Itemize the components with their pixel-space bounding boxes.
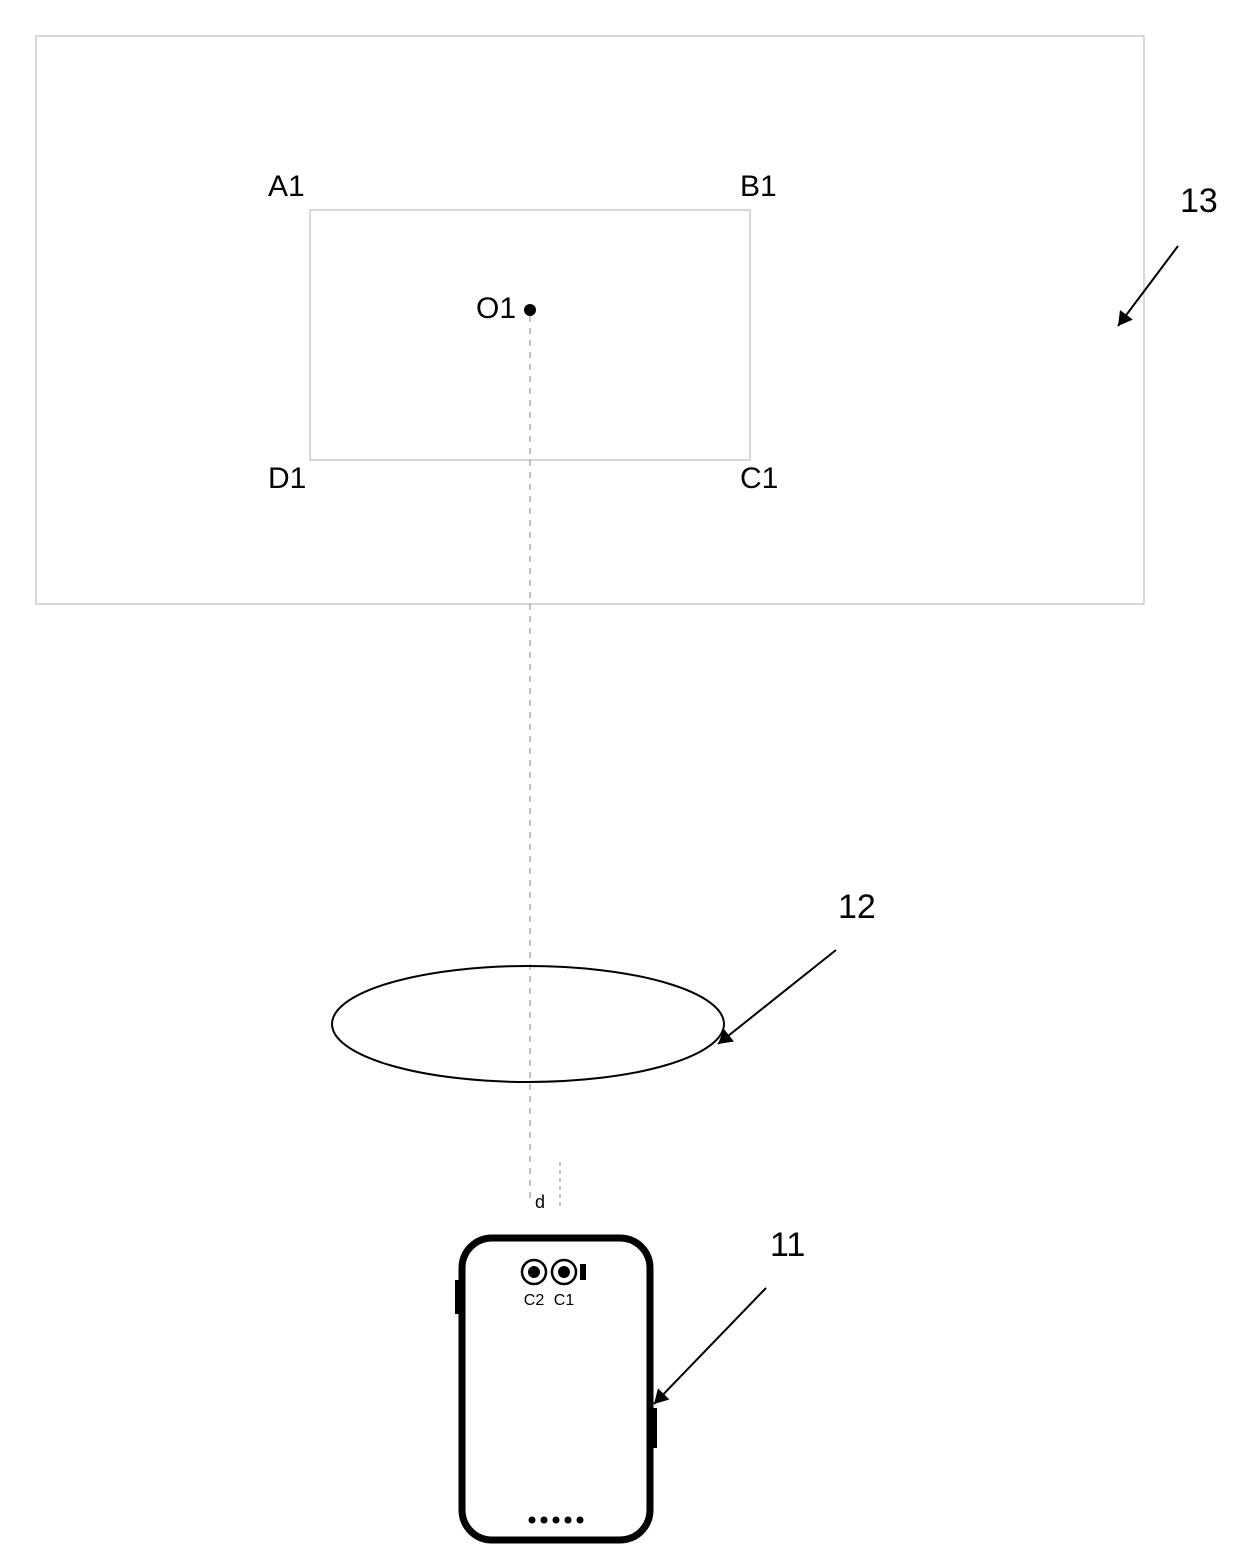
inner-projection-rect — [310, 210, 750, 460]
ref-label-12: 12 — [838, 888, 876, 927]
diagram-svg — [0, 0, 1240, 1557]
ref-label-11: 11 — [770, 1226, 805, 1265]
speaker-dot — [553, 1517, 560, 1524]
phone-side-button-left — [455, 1280, 462, 1314]
corner-label-d1: D1 — [268, 462, 306, 496]
speaker-dot — [529, 1517, 536, 1524]
lens-ellipse — [332, 966, 724, 1082]
phone-body — [462, 1238, 650, 1540]
speaker-dot — [577, 1517, 584, 1524]
ref-label-13: 13 — [1180, 182, 1218, 221]
corner-label-a1: A1 — [268, 170, 305, 204]
center-point-o1 — [524, 304, 536, 316]
camera-dot — [528, 1266, 540, 1278]
speaker-dot — [541, 1517, 548, 1524]
camera-label-c2: C2 — [524, 1292, 544, 1310]
corner-label-b1: B1 — [740, 170, 777, 204]
distance-label-d: d — [535, 1192, 545, 1213]
camera-flash — [580, 1264, 586, 1280]
outer-screen-rect — [36, 36, 1144, 604]
corner-label-c1: C1 — [740, 462, 778, 496]
camera-dot — [558, 1266, 570, 1278]
camera-label-c1: C1 — [554, 1292, 574, 1310]
diagram-root: 13 A1 B1 C1 D1 O1 12 d C2 C1 11 — [0, 0, 1240, 1557]
center-label-o1: O1 — [476, 292, 516, 326]
speaker-dot — [565, 1517, 572, 1524]
phone-side-button-right — [650, 1408, 657, 1448]
